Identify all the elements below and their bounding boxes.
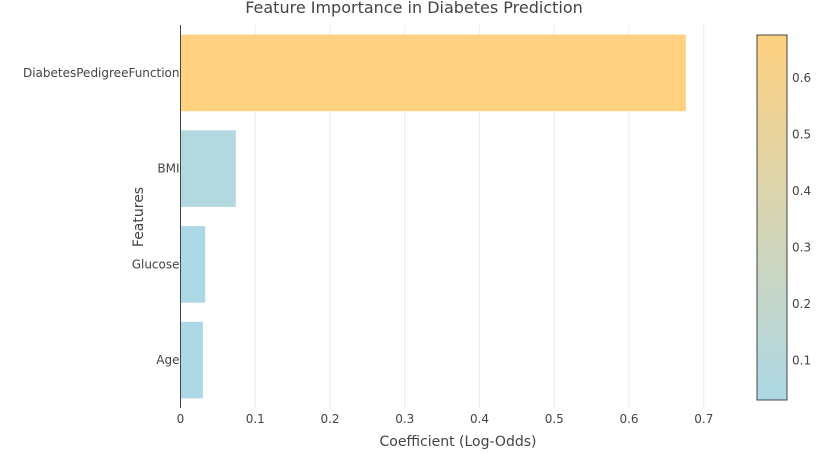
bar-age bbox=[180, 321, 203, 399]
colorbar-tick-label: 0.6 bbox=[792, 71, 811, 85]
bar-bmi bbox=[180, 130, 236, 207]
colorbar-tick-label: 0.3 bbox=[792, 240, 811, 254]
x-tick-label: 0.3 bbox=[395, 412, 414, 426]
bars bbox=[180, 34, 686, 399]
x-tick-label: 0.2 bbox=[320, 412, 339, 426]
y-tick-label: Glucose bbox=[132, 257, 180, 271]
colorbar-tick-label: 0.4 bbox=[792, 184, 811, 198]
y-tick-label: DiabetesPedigreeFunction bbox=[23, 66, 180, 80]
y-tick-label: Age bbox=[156, 353, 179, 367]
y-tick-label: BMI bbox=[157, 162, 179, 176]
y-tick-labels: DiabetesPedigreeFunction BMI Glucose Age bbox=[23, 66, 180, 367]
bar-glucose bbox=[180, 226, 206, 303]
x-axis-label: Coefficient (Log-Odds) bbox=[380, 434, 537, 450]
chart-title: Feature Importance in Diabetes Predictio… bbox=[245, 0, 583, 17]
x-tick-label: 0.6 bbox=[619, 412, 638, 426]
bar-diabetespedigreefunction bbox=[180, 34, 686, 112]
colorbar-tick-label: 0.5 bbox=[792, 127, 811, 141]
x-tick-label: 0.5 bbox=[545, 412, 564, 426]
x-tick-label: 0.4 bbox=[470, 412, 489, 426]
x-tick-label: 0 bbox=[177, 412, 185, 426]
y-axis-label: Features bbox=[131, 187, 147, 247]
colorbar bbox=[756, 34, 788, 401]
colorbar-tick-label: 0.2 bbox=[792, 297, 811, 311]
x-tick-label: 0.1 bbox=[246, 412, 265, 426]
x-tick-labels: 0 0.1 0.2 0.3 0.4 0.5 0.6 0.7 bbox=[177, 412, 714, 426]
x-tick-label: 0.7 bbox=[694, 412, 713, 426]
colorbar-tick-label: 0.1 bbox=[792, 353, 811, 367]
colorbar-tick-labels: 0.1 0.2 0.3 0.4 0.5 0.6 bbox=[792, 71, 811, 368]
